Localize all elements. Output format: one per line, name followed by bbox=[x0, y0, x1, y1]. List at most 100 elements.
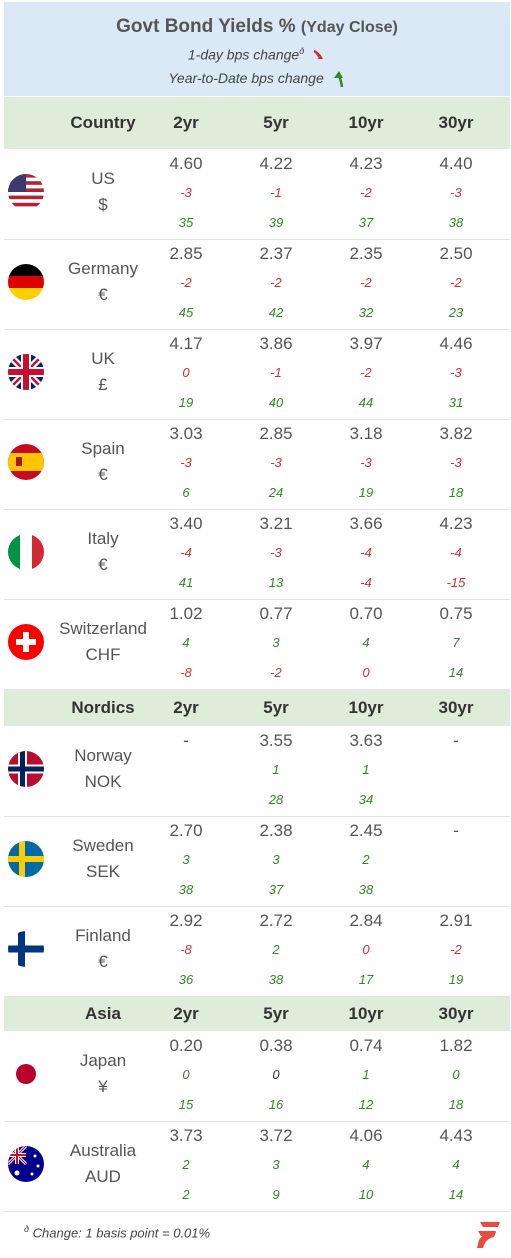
yield-value: 2.70 bbox=[169, 821, 203, 840]
footnote-text: Change: 1 basis point = 0.01% bbox=[32, 1225, 211, 1241]
yield-value: 0.77 bbox=[259, 604, 293, 623]
one-day-change: -1 bbox=[270, 365, 282, 380]
column-header-5yr: 5yr bbox=[263, 113, 289, 132]
one-day-change: -3 bbox=[270, 545, 282, 560]
ytd-change: 42 bbox=[268, 305, 284, 320]
section-header-country: Country 2yr 5yr 10yr 30yr bbox=[4, 97, 510, 149]
country-name-cell: Germany € bbox=[48, 256, 158, 308]
yield-value: 3.86 bbox=[259, 334, 293, 353]
one-day-change: -2 bbox=[360, 185, 372, 200]
one-day-change: 4 bbox=[182, 635, 190, 650]
column-header-5yr: 5yr bbox=[263, 1004, 289, 1023]
one-day-change: -4 bbox=[180, 545, 192, 560]
one-day-change: -3 bbox=[450, 365, 462, 380]
ytd-change: 34 bbox=[358, 792, 374, 807]
ytd-change: 9 bbox=[272, 1187, 280, 1202]
currency-symbol: AUD bbox=[85, 1167, 121, 1186]
ytd-change: 17 bbox=[358, 972, 374, 987]
one-day-change: 0 bbox=[182, 1067, 190, 1082]
one-day-change: 4 bbox=[452, 1157, 460, 1172]
country-row-finland: Finland €2.92 -8 36 2.72 2 38 2.84 0 17 2.91 -2 19 bbox=[4, 907, 510, 997]
currency-symbol: € bbox=[98, 952, 108, 971]
ytd-change: 28 bbox=[268, 792, 284, 807]
country-row-norway: Norway NOK - 3.55 1 28 3.63 1 34 - bbox=[4, 727, 510, 817]
ytd-change: 19 bbox=[178, 395, 194, 410]
column-header-30yr: 30yr bbox=[438, 1004, 474, 1023]
ytd-change: 37 bbox=[358, 215, 374, 230]
yield-value: 3.40 bbox=[169, 514, 203, 533]
one-day-change: 2 bbox=[362, 852, 370, 867]
yield-value: 3.03 bbox=[169, 424, 203, 443]
title-text: Govt Bond Yields % bbox=[116, 16, 296, 37]
one-day-change: 3 bbox=[272, 635, 280, 650]
ytd-change: 23 bbox=[448, 305, 464, 320]
country-name-cell: Italy € bbox=[48, 526, 158, 578]
one-day-change: -2 bbox=[270, 275, 282, 290]
yield-value: 0.20 bbox=[169, 1036, 203, 1055]
one-day-change: 0 bbox=[182, 365, 190, 380]
yield-value: 3.66 bbox=[349, 514, 383, 533]
switzerland-flag-icon bbox=[8, 624, 44, 660]
column-header-2yr: 2yr bbox=[173, 698, 199, 717]
yield-value: 3.63 bbox=[349, 731, 383, 750]
currency-symbol: € bbox=[98, 555, 108, 574]
ytd-change: 45 bbox=[178, 305, 194, 320]
one-day-change: -2 bbox=[360, 275, 372, 290]
report-header: Govt Bond Yields % (Yday Close) 1-day bp… bbox=[4, 2, 510, 96]
ytd-change: 18 bbox=[448, 1097, 464, 1112]
one-day-change: -3 bbox=[450, 455, 462, 470]
norway-flag-icon bbox=[8, 751, 44, 787]
country-name-cell: Australia AUD bbox=[48, 1138, 158, 1190]
yield-value: - bbox=[453, 731, 459, 750]
country-row-spain: Spain €3.03 -3 6 2.85 -3 24 3.18 -3 19 3.82 -3 18 bbox=[4, 420, 510, 510]
ytd-change: -4 bbox=[360, 575, 372, 590]
yield-value: 4.60 bbox=[169, 154, 203, 173]
yield-value: 1.82 bbox=[439, 1036, 473, 1055]
one-day-change: -3 bbox=[180, 455, 192, 470]
yield-value: 2.35 bbox=[349, 244, 383, 263]
one-day-change: -3 bbox=[360, 455, 372, 470]
finland-flag-icon bbox=[8, 931, 44, 967]
one-day-change: 1 bbox=[362, 762, 370, 777]
country-name-cell: Sweden SEK bbox=[48, 833, 158, 885]
yield-value: 3.21 bbox=[259, 514, 293, 533]
currency-symbol: € bbox=[98, 465, 108, 484]
ytd-change: 16 bbox=[268, 1097, 284, 1112]
yield-value: 2.84 bbox=[349, 911, 383, 930]
yield-value: 3.97 bbox=[349, 334, 383, 353]
column-header-5yr: 5yr bbox=[263, 698, 289, 717]
legend-ytd-text: Year-to-Date bps change bbox=[168, 70, 324, 86]
country-row-germany: Germany €2.85 -2 45 2.37 -2 42 2.35 -2 32 2.50 -2 23 bbox=[4, 240, 510, 330]
section-label: Asia bbox=[85, 1004, 121, 1023]
yield-value: 2.45 bbox=[349, 821, 383, 840]
ytd-change: 14 bbox=[448, 1187, 464, 1202]
one-day-change: 3 bbox=[182, 852, 190, 867]
country-name-cell: Spain € bbox=[48, 436, 158, 488]
ytd-change: 13 bbox=[268, 575, 284, 590]
brand-logo-icon bbox=[477, 1222, 500, 1248]
legend-1day-text: 1-day bps change bbox=[187, 46, 300, 63]
yield-value: 4.40 bbox=[439, 154, 473, 173]
ytd-change: 15 bbox=[178, 1097, 194, 1112]
down-arrow-icon bbox=[313, 50, 324, 59]
country-name-cell: Japan ¥ bbox=[48, 1048, 158, 1100]
country-row-italy: Italy €3.40 -4 41 3.21 -3 13 3.66 -4 -4 4.23 -4 -15 bbox=[4, 510, 510, 600]
ytd-change: 41 bbox=[178, 575, 194, 590]
ytd-change: -15 bbox=[446, 575, 466, 590]
yield-value: 2.37 bbox=[259, 244, 293, 263]
country-name-cell: Finland € bbox=[48, 923, 158, 975]
germany-flag-icon bbox=[8, 264, 44, 300]
one-day-change: 4 bbox=[362, 635, 370, 650]
one-day-change: -2 bbox=[180, 275, 192, 290]
country-row-japan: Japan ¥0.20 0 15 0.38 0 16 0.74 1 12 1.82 0 18 bbox=[4, 1032, 510, 1122]
one-day-change: 0 bbox=[452, 1067, 460, 1082]
one-day-change: -1 bbox=[270, 185, 282, 200]
yield-value: 4.23 bbox=[349, 154, 383, 173]
one-day-change: 1 bbox=[362, 1067, 370, 1082]
footnote: ð Change: 1 basis point = 0.01% bbox=[24, 1224, 210, 1240]
australia-flag-icon bbox=[8, 1146, 44, 1182]
country-name-cell: UK £ bbox=[48, 346, 158, 398]
yield-value: 0.74 bbox=[349, 1036, 383, 1055]
country-name: Japan bbox=[79, 1051, 127, 1070]
footnote-mark: ð bbox=[24, 1224, 30, 1234]
